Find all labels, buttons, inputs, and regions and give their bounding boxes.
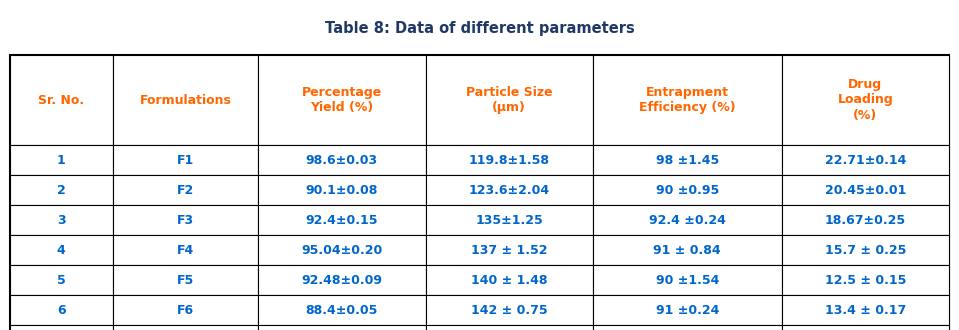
- Bar: [10, 145, 112, 175]
- Text: 1: 1: [57, 153, 65, 167]
- Text: F6: F6: [176, 304, 194, 316]
- Text: 123.6±2.04: 123.6±2.04: [469, 183, 550, 196]
- Text: Sr. No.: Sr. No.: [38, 93, 84, 107]
- Text: 91 ± 0.84: 91 ± 0.84: [653, 244, 721, 256]
- Bar: [782, 205, 949, 235]
- Text: 6: 6: [57, 304, 65, 316]
- Text: Table 8: Data of different parameters: Table 8: Data of different parameters: [325, 20, 634, 36]
- Bar: [593, 55, 782, 145]
- Bar: [258, 235, 426, 265]
- Text: 98.6±0.03: 98.6±0.03: [306, 153, 378, 167]
- Text: 5: 5: [57, 274, 65, 286]
- Bar: [258, 325, 426, 330]
- Bar: [10, 55, 112, 145]
- Text: 95.04±0.20: 95.04±0.20: [301, 244, 383, 256]
- Text: F2: F2: [176, 183, 194, 196]
- Bar: [426, 145, 593, 175]
- Bar: [112, 205, 258, 235]
- Text: 18.67±0.25: 18.67±0.25: [825, 214, 906, 226]
- Bar: [426, 295, 593, 325]
- Bar: [10, 235, 112, 265]
- Text: Entrapment
Efficiency (%): Entrapment Efficiency (%): [639, 86, 736, 114]
- Bar: [112, 175, 258, 205]
- Text: 91 ±0.24: 91 ±0.24: [656, 304, 719, 316]
- Bar: [426, 175, 593, 205]
- Text: 15.7 ± 0.25: 15.7 ± 0.25: [825, 244, 906, 256]
- Text: 90 ±0.95: 90 ±0.95: [656, 183, 719, 196]
- Bar: [426, 265, 593, 295]
- Bar: [593, 145, 782, 175]
- Bar: [782, 235, 949, 265]
- Bar: [426, 235, 593, 265]
- Text: 22.71±0.14: 22.71±0.14: [825, 153, 906, 167]
- Bar: [258, 55, 426, 145]
- Text: 135±1.25: 135±1.25: [476, 214, 543, 226]
- Bar: [258, 175, 426, 205]
- Bar: [112, 325, 258, 330]
- Text: 88.4±0.05: 88.4±0.05: [306, 304, 378, 316]
- Text: 137 ± 1.52: 137 ± 1.52: [471, 244, 548, 256]
- Text: 92.48±0.09: 92.48±0.09: [301, 274, 383, 286]
- Text: Drug
Loading
(%): Drug Loading (%): [837, 78, 893, 122]
- Text: 119.8±1.58: 119.8±1.58: [469, 153, 550, 167]
- Text: F5: F5: [176, 274, 194, 286]
- Text: Percentage
Yield (%): Percentage Yield (%): [302, 86, 382, 114]
- Text: Particle Size
(μm): Particle Size (μm): [466, 86, 552, 114]
- Text: F4: F4: [176, 244, 194, 256]
- Bar: [593, 205, 782, 235]
- Text: 90 ±1.54: 90 ±1.54: [656, 274, 719, 286]
- Text: 92.4 ±0.24: 92.4 ±0.24: [649, 214, 726, 226]
- Text: F1: F1: [176, 153, 194, 167]
- Text: 98 ±1.45: 98 ±1.45: [656, 153, 719, 167]
- Text: 140 ± 1.48: 140 ± 1.48: [471, 274, 548, 286]
- Text: F3: F3: [176, 214, 194, 226]
- Bar: [593, 175, 782, 205]
- Bar: [10, 265, 112, 295]
- Bar: [10, 205, 112, 235]
- Bar: [782, 175, 949, 205]
- Bar: [112, 145, 258, 175]
- Bar: [10, 295, 112, 325]
- Bar: [782, 325, 949, 330]
- Bar: [782, 265, 949, 295]
- Bar: [782, 295, 949, 325]
- Text: 92.4±0.15: 92.4±0.15: [306, 214, 378, 226]
- Bar: [426, 325, 593, 330]
- Text: 142 ± 0.75: 142 ± 0.75: [471, 304, 548, 316]
- Bar: [782, 55, 949, 145]
- Bar: [426, 205, 593, 235]
- Text: 20.45±0.01: 20.45±0.01: [825, 183, 906, 196]
- Bar: [593, 295, 782, 325]
- Bar: [593, 325, 782, 330]
- Bar: [258, 265, 426, 295]
- Text: 2: 2: [57, 183, 65, 196]
- Bar: [112, 265, 258, 295]
- Text: 3: 3: [57, 214, 65, 226]
- Bar: [258, 295, 426, 325]
- Text: 4: 4: [57, 244, 65, 256]
- Bar: [593, 265, 782, 295]
- Bar: [258, 145, 426, 175]
- Bar: [10, 175, 112, 205]
- Bar: [426, 55, 593, 145]
- Text: Formulations: Formulations: [139, 93, 231, 107]
- Bar: [593, 235, 782, 265]
- Text: 12.5 ± 0.15: 12.5 ± 0.15: [825, 274, 906, 286]
- Bar: [112, 235, 258, 265]
- Text: 90.1±0.08: 90.1±0.08: [306, 183, 378, 196]
- Bar: [782, 145, 949, 175]
- Bar: [10, 325, 112, 330]
- Bar: [112, 295, 258, 325]
- Bar: [258, 205, 426, 235]
- Bar: [112, 55, 258, 145]
- Text: 13.4 ± 0.17: 13.4 ± 0.17: [825, 304, 906, 316]
